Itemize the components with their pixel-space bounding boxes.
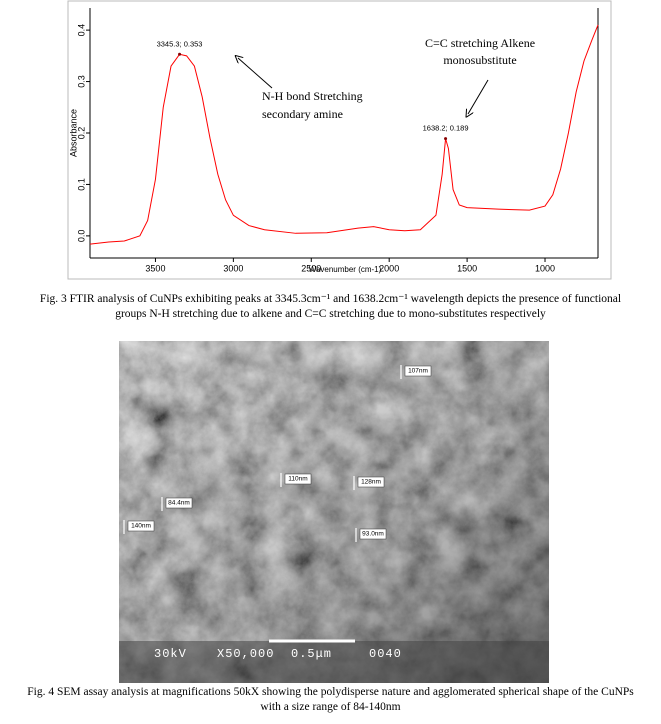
x-tick-label: 2500 xyxy=(301,263,321,273)
measure-box xyxy=(404,365,432,377)
info-bar xyxy=(119,641,549,683)
measure-box xyxy=(127,520,155,532)
measure-label: 107nm xyxy=(408,368,428,375)
measure-box xyxy=(357,476,385,488)
caption-line: groups N-H stretching due to alkene and … xyxy=(115,308,546,320)
peak-marker xyxy=(178,52,182,56)
y-tick-label: 0.0 xyxy=(76,230,86,243)
figure-caption: Fig. 4 SEM assay analysis at magnificati… xyxy=(0,685,661,715)
peak-label: 3345.3; 0.353 xyxy=(157,39,203,48)
y-tick-label: 0.3 xyxy=(76,75,86,88)
arrow xyxy=(468,79,489,114)
info-text: 30kV xyxy=(154,647,187,661)
chart-frame xyxy=(67,0,612,280)
spectrum-line xyxy=(89,24,599,245)
ftir-chart: N-H bond Stretching secondary amine C=C … xyxy=(67,0,612,280)
annotation: monosubstitute xyxy=(443,53,516,67)
info-text: X50,000 xyxy=(217,647,274,661)
measure-label: 110nm xyxy=(288,476,307,483)
annotation: secondary amine xyxy=(262,107,343,121)
x-tick-label: 3000 xyxy=(223,263,243,273)
annotation: C=C stretching Alkene xyxy=(425,36,535,50)
measure-label: 140nm xyxy=(131,523,151,530)
measure-label: 128nm xyxy=(361,479,381,486)
sem-shade xyxy=(119,341,549,683)
x-tick-label: 3500 xyxy=(145,263,165,273)
y-axis-label: Absorbance xyxy=(68,109,78,157)
sem-image: 107nm 110nm 128nm 84.4nm 140nm 93.0nm 30kV X50,… xyxy=(119,341,549,683)
y-tick-label: 0.2 xyxy=(76,127,86,140)
peak-label: 1638.2; 0.189 xyxy=(423,124,469,133)
annotation: N-H bond Stretching xyxy=(262,89,363,103)
figure-caption: Fig. 3 FTIR analysis of CuNPs exhibiting… xyxy=(0,292,661,322)
measure-box xyxy=(359,528,387,540)
x-axis-label: Wavenumber (cm-1) xyxy=(309,265,382,274)
y-tick-label: 0.4 xyxy=(76,24,86,37)
x-tick-label: 2000 xyxy=(379,263,399,273)
caption-line: Fig. 3 FTIR analysis of CuNPs exhibiting… xyxy=(39,293,622,305)
caption-line: Fig. 4 SEM assay analysis at magnificati… xyxy=(27,686,634,698)
y-tick-label: 0.1 xyxy=(76,178,86,191)
caption-line: with a size range of 84-140nm xyxy=(260,701,401,713)
info-text: 0.5μm xyxy=(291,647,332,661)
measure-label: 93.0nm xyxy=(362,531,384,538)
peak-marker xyxy=(444,137,448,141)
measure-box xyxy=(284,473,312,485)
arrow xyxy=(238,58,273,89)
measure-box xyxy=(165,497,193,509)
x-tick-label: 1500 xyxy=(457,263,477,273)
measure-label: 84.4nm xyxy=(168,500,190,507)
info-text: 0040 xyxy=(369,647,402,661)
x-tick-label: 1000 xyxy=(535,263,555,273)
